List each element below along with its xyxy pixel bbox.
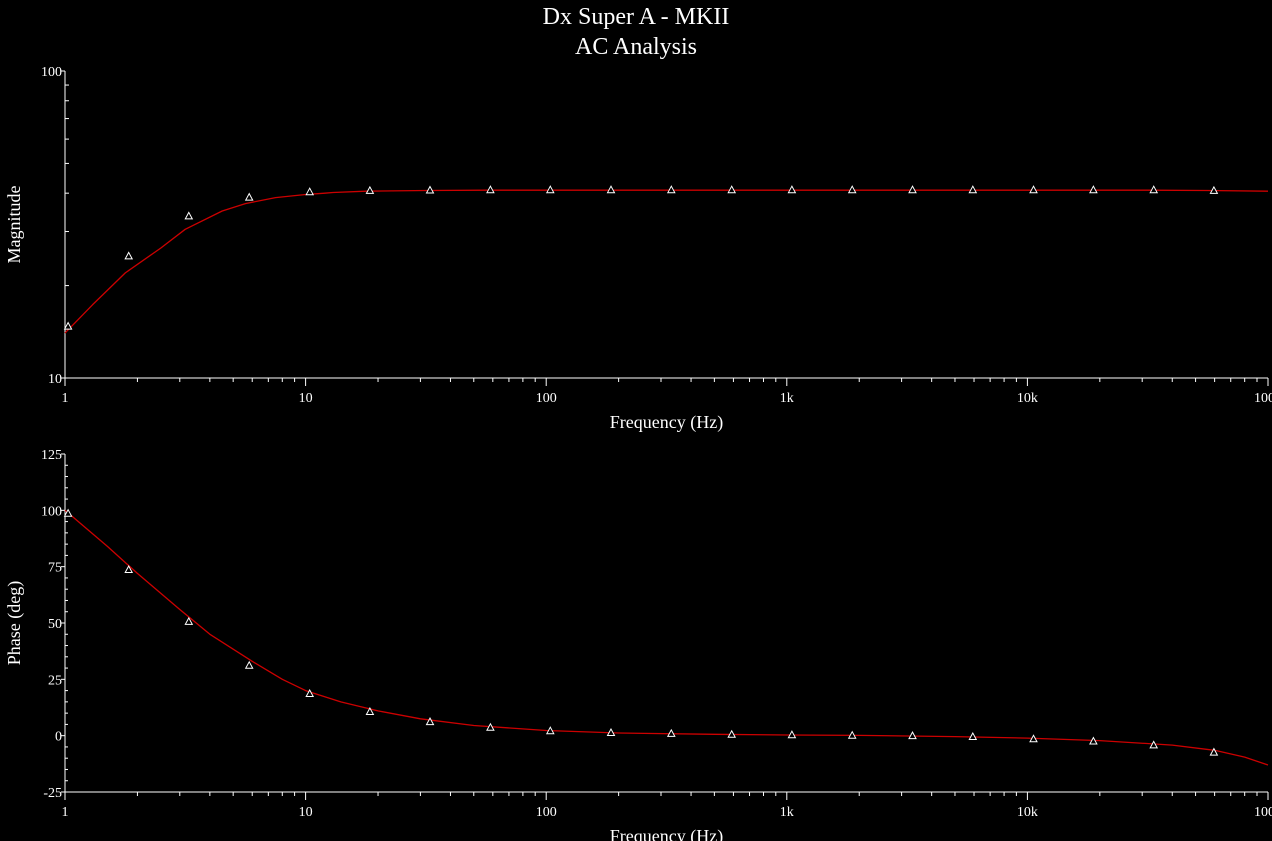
phase-y-tick-label: 125 — [41, 448, 62, 463]
magnitude-data-marker — [908, 185, 917, 194]
magnitude-data-marker — [425, 185, 435, 194]
phase-data-marker — [666, 728, 676, 737]
chart-subtitle: AC Analysis — [575, 34, 697, 60]
magnitude-x-tick-label: 100k — [1254, 391, 1272, 406]
phase-data-marker — [63, 508, 73, 517]
phase-y-tick-label: 0 — [55, 730, 62, 745]
magnitude-data-marker — [365, 185, 375, 194]
phase-data-marker — [184, 616, 194, 625]
magnitude-panel: 1101001k10k100k10100Frequency (Hz)Magnit… — [4, 65, 1272, 433]
phase-trace-line — [64, 509, 1269, 766]
phase-data-marker — [1029, 734, 1038, 743]
magnitude-data-marker — [606, 185, 616, 194]
phase-y-tick-label: 50 — [48, 617, 62, 632]
phase-data-marker — [1089, 736, 1098, 745]
phase-y-tick-label: 25 — [48, 673, 62, 688]
phase-data-marker — [1209, 747, 1219, 756]
magnitude-data-marker — [1089, 185, 1098, 194]
magnitude-data-marker — [666, 185, 676, 194]
magnitude-x-tick-label: 1 — [62, 391, 69, 406]
magnitude-data-marker — [244, 192, 254, 201]
magnitude-x-tick-label: 100 — [536, 391, 557, 406]
phase-y-tick-label: 75 — [48, 561, 62, 576]
magnitude-data-marker — [184, 211, 194, 220]
phase-data-marker — [847, 730, 857, 739]
phase-x-tick-label: 1k — [780, 805, 794, 820]
magnitude-data-marker — [124, 251, 134, 260]
phase-x-tick-label: 100k — [1254, 805, 1272, 820]
chart-title: Dx Super A - MKII — [543, 4, 730, 30]
phase-data-marker — [606, 727, 616, 736]
phase-data-marker — [305, 688, 315, 697]
phase-data-marker — [244, 660, 254, 669]
magnitude-data-marker — [1149, 185, 1159, 194]
magnitude-x-axis-label: Frequency (Hz) — [610, 412, 723, 433]
phase-panel: 1 10 100 1k 10k 100k -25 0 25 50 75 100 125 Frequency… — [4, 448, 1272, 841]
phase-x-tick-label: 10 — [299, 805, 313, 820]
magnitude-x-tick-label: 1k — [780, 391, 794, 406]
phase-x-tick-label: 1 — [62, 805, 69, 820]
phase-data-marker — [425, 717, 435, 726]
magnitude-x-tick-label: 10 — [299, 391, 313, 406]
phase-x-tick-label: 10k — [1017, 805, 1038, 820]
phase-data-marker — [486, 722, 495, 731]
magnitude-data-marker — [968, 185, 978, 194]
magnitude-data-marker — [63, 321, 73, 330]
magnitude-x-tick-label: 10k — [1017, 391, 1038, 406]
phase-data-marker — [968, 731, 978, 740]
magnitude-data-marker — [1209, 185, 1219, 194]
magnitude-data-marker — [305, 187, 315, 196]
magnitude-data-marker — [727, 185, 737, 194]
magnitude-data-marker — [1029, 185, 1038, 194]
magnitude-data-marker — [486, 185, 495, 194]
phase-data-marker — [727, 729, 737, 738]
magnitude-y-tick-label: 10 — [48, 372, 62, 387]
phase-data-marker — [124, 564, 134, 573]
phase-data-marker — [1149, 740, 1159, 749]
magnitude-y-axis-label: Magnitude — [4, 186, 24, 264]
phase-x-tick-label: 100 — [536, 805, 557, 820]
phase-y-tick-label: 100 — [41, 504, 62, 519]
phase-data-marker — [908, 731, 917, 740]
magnitude-data-marker — [787, 185, 797, 194]
phase-x-axis-label: Frequency (Hz) — [610, 826, 723, 841]
magnitude-trace-line — [64, 189, 1269, 334]
phase-y-axis-label: Phase (deg) — [4, 581, 25, 665]
magnitude-y-tick-label: 100 — [41, 65, 62, 80]
phase-data-marker — [365, 706, 375, 715]
phase-y-tick-label: -25 — [43, 786, 62, 801]
magnitude-data-marker — [545, 185, 555, 194]
phase-data-marker — [787, 730, 797, 739]
magnitude-data-marker — [847, 185, 857, 194]
phase-data-marker — [545, 726, 555, 735]
